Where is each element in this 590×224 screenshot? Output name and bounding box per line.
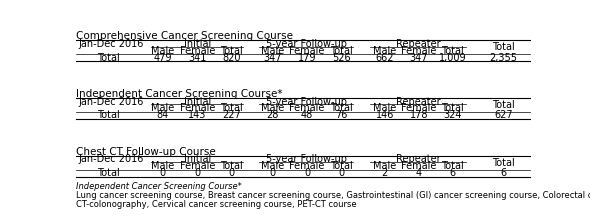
Text: 0: 0 [338,168,345,178]
Text: 662: 662 [375,53,394,62]
Text: 347: 347 [263,53,282,62]
Text: 0: 0 [304,168,310,178]
Text: Female: Female [289,103,325,114]
Text: 178: 178 [409,110,428,120]
Text: Male: Male [261,161,284,171]
Text: Total: Total [492,100,515,110]
Text: Total: Total [441,161,464,171]
Text: Lung cancer screening course, Breast cancer screening course, Gastrointestinal (: Lung cancer screening course, Breast can… [76,192,590,200]
Text: Total: Total [97,168,119,178]
Text: 0: 0 [194,168,200,178]
Text: Repeater: Repeater [396,154,441,164]
Text: Independent Cancer Screening Course*: Independent Cancer Screening Course* [76,182,242,191]
Text: Male: Male [373,46,396,56]
Text: Total: Total [492,158,515,168]
Text: 2: 2 [382,168,388,178]
Text: Male: Male [151,103,175,114]
Text: 5-year Follow-up: 5-year Follow-up [267,97,348,107]
Text: 479: 479 [153,53,172,62]
Text: Chest CT Follow-up Course: Chest CT Follow-up Course [76,147,216,157]
Text: Male: Male [151,46,175,56]
Text: Female: Female [401,161,437,171]
Text: 2,355: 2,355 [490,53,517,62]
Text: Total: Total [220,46,243,56]
Text: 143: 143 [188,110,206,120]
Text: 179: 179 [298,53,316,62]
Text: Total: Total [330,103,353,114]
Text: 820: 820 [222,53,241,62]
Text: Initial: Initial [183,97,211,107]
Text: 0: 0 [228,168,235,178]
Text: Total: Total [220,161,243,171]
Text: 526: 526 [332,53,350,62]
Text: 4: 4 [416,168,422,178]
Text: Jan-Dec 2016: Jan-Dec 2016 [78,97,144,107]
Text: Repeater: Repeater [396,97,441,107]
Text: 347: 347 [409,53,428,62]
Text: Comprehensive Cancer Screening Course: Comprehensive Cancer Screening Course [76,31,293,41]
Text: 0: 0 [160,168,166,178]
Text: 6: 6 [500,168,507,178]
Text: Male: Male [373,161,396,171]
Text: Male: Male [151,161,175,171]
Text: 146: 146 [375,110,394,120]
Text: 1,009: 1,009 [438,53,466,62]
Text: Initial: Initial [183,154,211,164]
Text: Female: Female [289,46,325,56]
Text: Female: Female [289,161,325,171]
Text: 28: 28 [267,110,279,120]
Text: Repeater: Repeater [396,39,441,49]
Text: Female: Female [179,46,215,56]
Text: CT-colonography, Cervical cancer screening course, PET-CT course: CT-colonography, Cervical cancer screeni… [76,200,357,209]
Text: 324: 324 [443,110,461,120]
Text: 6: 6 [450,168,455,178]
Text: Jan-Dec 2016: Jan-Dec 2016 [78,154,144,164]
Text: 341: 341 [188,53,206,62]
Text: Total: Total [97,110,119,120]
Text: 76: 76 [335,110,348,120]
Text: Total: Total [220,103,243,114]
Text: Initial: Initial [183,39,211,49]
Text: Female: Female [179,161,215,171]
Text: Male: Male [261,46,284,56]
Text: Independent Cancer Screening Course*: Independent Cancer Screening Course* [76,89,283,99]
Text: Female: Female [179,103,215,114]
Text: Total: Total [97,53,119,62]
Text: Female: Female [401,46,437,56]
Text: Jan-Dec 2016: Jan-Dec 2016 [78,39,144,49]
Text: 627: 627 [494,110,513,120]
Text: Male: Male [261,103,284,114]
Text: 0: 0 [270,168,276,178]
Text: 48: 48 [301,110,313,120]
Text: 5-year Follow-up: 5-year Follow-up [267,39,348,49]
Text: Total: Total [330,46,353,56]
Text: Total: Total [492,42,515,52]
Text: Total: Total [330,161,353,171]
Text: 5-year Follow-up: 5-year Follow-up [267,154,348,164]
Text: Total: Total [441,46,464,56]
Text: 227: 227 [222,110,241,120]
Text: Female: Female [401,103,437,114]
Text: 84: 84 [157,110,169,120]
Text: Male: Male [373,103,396,114]
Text: Total: Total [441,103,464,114]
